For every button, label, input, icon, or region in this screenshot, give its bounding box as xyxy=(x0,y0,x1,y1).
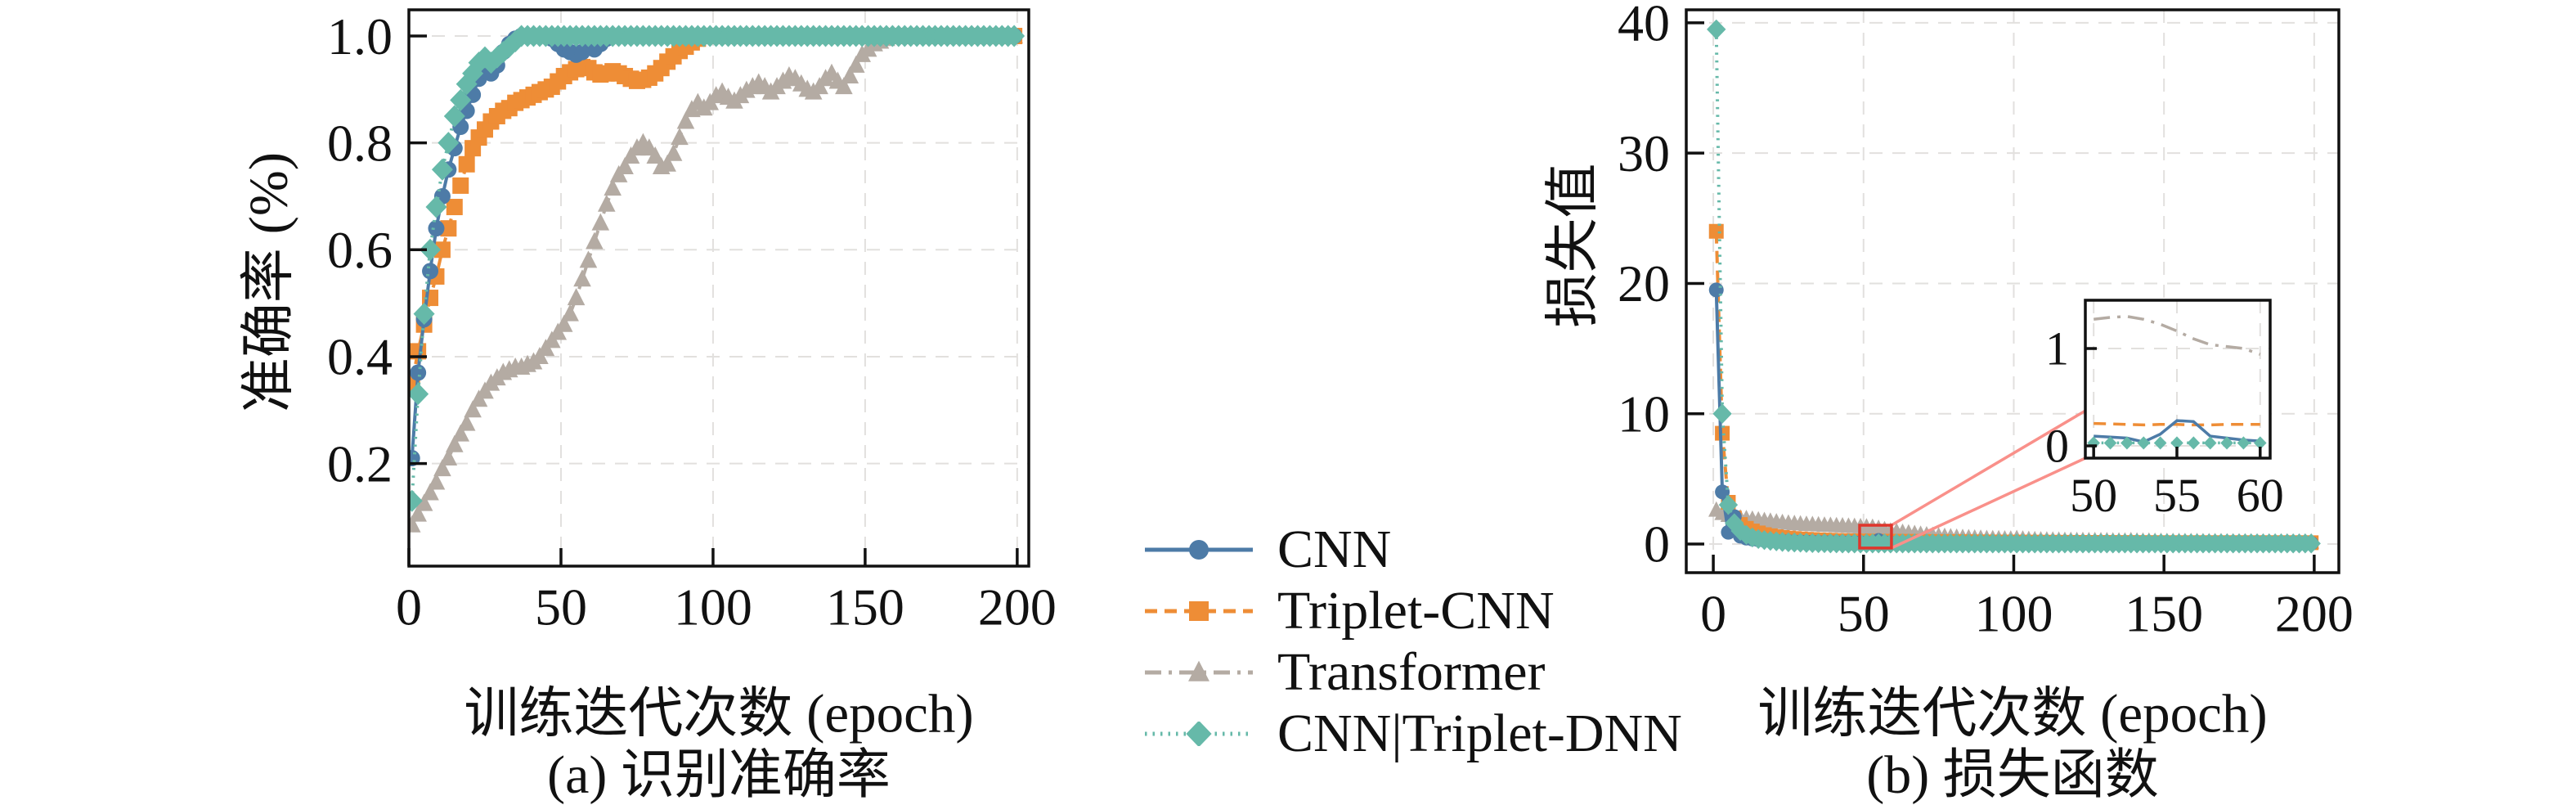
loss-inset-x-tick-label: 55 xyxy=(2153,469,2201,522)
series-cnn_triplet_dnn-markers xyxy=(1707,19,2321,554)
legend-label-cnn-triplet-dnn: CNN|Triplet-DNN xyxy=(1277,703,1682,763)
loss-caption: (b) 损失函数 xyxy=(1866,745,2159,805)
accuracy-plot-x-tick-label: 100 xyxy=(674,578,752,636)
accuracy-y-axis-label: 准确率 (%) xyxy=(238,151,299,413)
legend-item-transformer: Transformer xyxy=(1142,641,1682,703)
zoom-region-box xyxy=(1858,524,1893,550)
legend-item-cnn: CNN xyxy=(1142,519,1682,580)
series-cnn_triplet_dnn-markers xyxy=(408,25,1025,512)
accuracy-plot-y-tick-label: 0.8 xyxy=(327,114,393,172)
loss-plot-x-tick-label: 50 xyxy=(1838,585,1890,643)
loss-inset-y-tick-label: 1 xyxy=(2045,322,2069,376)
series-cnn-line xyxy=(2094,419,2260,444)
loss-x-axis-label: 训练迭代次数 (epoch) xyxy=(1757,683,2268,744)
loss-y-axis-label: 损失值 xyxy=(1542,163,1604,328)
accuracy-plot-y-tick-label: 1.0 xyxy=(327,7,393,65)
loss-plot-y-tick-label: 20 xyxy=(1618,254,1670,313)
loss-plot-y-tick-label: 0 xyxy=(1644,515,1670,573)
legend-sample-transformer-icon xyxy=(1145,660,1253,681)
legend-label-cnn: CNN xyxy=(1277,519,1392,579)
accuracy-plot-x-tick-label: 150 xyxy=(826,578,904,636)
legend-label-triplet-cnn: Triplet-CNN xyxy=(1277,580,1555,641)
accuracy-plot-y-tick-label: 0.2 xyxy=(327,434,393,492)
loss-inset-series xyxy=(2087,315,2267,450)
loss-inset-x-tick-label: 50 xyxy=(2070,469,2117,522)
loss-plot-y-tick-label: 40 xyxy=(1618,0,1670,52)
accuracy-plot-y-tick-label: 0.6 xyxy=(327,221,393,279)
loss-plot-y-tick-label: 30 xyxy=(1618,124,1670,182)
accuracy-caption: (a) 识别准确率 xyxy=(547,745,891,805)
legend-label-transformer: Transformer xyxy=(1277,641,1546,702)
legend-sample-triplet-cnn-icon xyxy=(1145,600,1253,621)
loss-plot-x-tick-label: 0 xyxy=(1700,585,1726,643)
legend-sample-cnn-triplet-dnn-icon xyxy=(1145,721,1253,746)
accuracy-plot-x-tick-label: 200 xyxy=(978,578,1057,636)
loss-inset-y-tick-label: 0 xyxy=(2045,420,2069,473)
loss-plot-y-tick-label: 10 xyxy=(1618,385,1670,443)
loss-plot-x-tick-label: 200 xyxy=(2275,585,2354,643)
series-triplet_cnn-line xyxy=(2094,421,2260,427)
legend: CNN Triplet-CNN Transformer CNN|Triplet-… xyxy=(1142,519,1682,764)
accuracy-plot: 0 50 100 150 200 0.2 0.4 0.6 0.8 1.0 xyxy=(327,7,1057,636)
accuracy-plot-ticks: 0 50 100 150 200 0.2 0.4 0.6 0.8 1.0 xyxy=(327,7,1057,636)
accuracy-plot-x-tick-label: 50 xyxy=(535,578,587,636)
accuracy-plot-y-tick-label: 0.4 xyxy=(327,328,393,386)
zoom-connector-lines xyxy=(1891,409,2086,550)
accuracy-x-axis-label: 训练迭代次数 (epoch) xyxy=(464,683,974,744)
series-transformer-line xyxy=(2093,315,2261,356)
loss-inset-ticks: 50 55 60 0 1 xyxy=(2045,322,2284,522)
accuracy-plot-x-tick-label: 0 xyxy=(396,578,422,636)
loss-inset-x-tick-label: 60 xyxy=(2237,469,2284,522)
legend-sample-cnn-icon xyxy=(1145,539,1253,560)
loss-plot-x-tick-label: 100 xyxy=(1974,585,2053,643)
loss-plot-x-tick-label: 150 xyxy=(2125,585,2203,643)
loss-plot-series xyxy=(1707,19,2321,554)
accuracy-plot-series xyxy=(408,25,1025,533)
loss-inset: 50 55 60 0 1 xyxy=(2045,299,2284,522)
series-cnn_triplet_dnn-markers xyxy=(2087,436,2267,450)
legend-item-triplet-cnn: Triplet-CNN xyxy=(1142,580,1682,641)
legend-item-cnn-triplet-dnn: CNN|Triplet-DNN xyxy=(1142,703,1682,764)
